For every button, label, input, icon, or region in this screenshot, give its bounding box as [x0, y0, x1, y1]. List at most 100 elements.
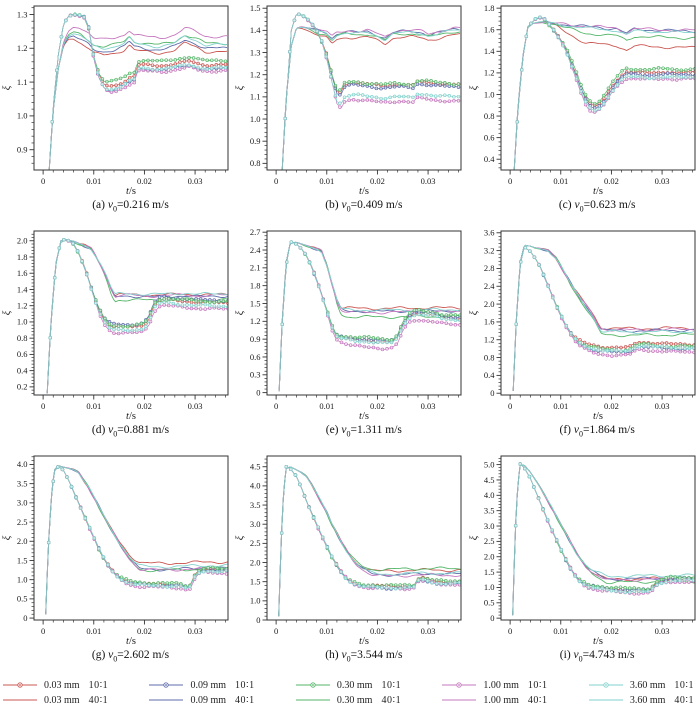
- svg-text:ξ: ξ: [235, 310, 246, 315]
- series-green-40to1: [48, 31, 228, 170]
- svg-text:0: 0: [508, 626, 512, 636]
- series-cyan-40to1: [48, 33, 228, 170]
- svg-text:1.8: 1.8: [484, 3, 495, 13]
- legend-swatch-9: [588, 699, 623, 701]
- legend-size: 1.00 mm: [483, 694, 519, 706]
- y-axis: 0 0.3 0.6 0.9 1.2 1.5 1.8 2.1 2.4 2.7 ξ: [235, 227, 268, 397]
- y-axis: 0.9 1.0 1.1 1.2 1.3 ξ: [2, 7, 34, 164]
- svg-text:0: 0: [257, 615, 261, 625]
- svg-text:0.01: 0.01: [320, 176, 335, 186]
- y-axis: 0.2 0.4 0.6 0.8 1.0 1.2 1.4 1.6 1.8 2.0 ξ: [2, 233, 34, 394]
- y-axis: 0 0.5 1.0 1.5 2.0 2.5 3.0 3.5 4.0 4.5 5.0 ξ: [469, 458, 501, 623]
- legend-entry: 1.00 mm 40∶1: [441, 693, 547, 706]
- svg-text:t/s: t/s: [359, 636, 369, 647]
- svg-text:0.03: 0.03: [188, 401, 203, 411]
- svg-text:1.5: 1.5: [250, 298, 261, 308]
- svg-text:0.5: 0.5: [17, 594, 28, 604]
- plot-frame: [500, 455, 696, 621]
- svg-text:0.03: 0.03: [654, 176, 669, 186]
- svg-text:1.4: 1.4: [250, 25, 261, 35]
- legend-column: 3.60 mm 10∶1 3.60 mm 40∶1: [588, 678, 694, 706]
- svg-text:0.02: 0.02: [370, 626, 385, 636]
- svg-text:t/s: t/s: [126, 186, 136, 197]
- subplot-h: 0 0.01 0.02 0.03 t/s 0 1.0 1.5 2.0 2.5 3.0 3.5 4.0 4.…: [233, 450, 466, 675]
- caption-i: (i) v0=4.743 m/s: [559, 649, 635, 664]
- svg-text:0: 0: [257, 387, 261, 397]
- legend-swatch-5: [295, 699, 330, 701]
- series-magenta-40to1: [48, 26, 227, 170]
- series-blue-40to1: [45, 465, 228, 615]
- series-blue-40to1: [46, 239, 228, 394]
- svg-text:3.6: 3.6: [484, 228, 495, 238]
- legend-size: 1.00 mm: [483, 679, 519, 691]
- legend-size: 3.60 mm: [629, 694, 666, 706]
- chart-c: 0 0.01 0.02 0.03 t/s 0.4 0.6 0.8 1.0 1.2 1.4 1.6 1.8…: [469, 3, 696, 197]
- legend-column: 0.09 mm 10∶1 0.09 mm 40∶1: [148, 678, 254, 706]
- svg-text:4.0: 4.0: [250, 481, 261, 491]
- series-cyan-40to1: [279, 241, 461, 390]
- series-cyan-10to1: [278, 464, 461, 617]
- series-green-10to1: [48, 12, 228, 170]
- svg-text:0.8: 0.8: [17, 333, 28, 343]
- legend-size: 0.30 mm: [336, 694, 373, 706]
- svg-text:3.0: 3.0: [17, 498, 28, 508]
- series-cyan-40to1: [282, 26, 461, 170]
- svg-text:3.5: 3.5: [17, 478, 28, 488]
- series-blue-10to1: [46, 238, 228, 394]
- svg-text:0.03: 0.03: [654, 401, 669, 411]
- legend-entry: 0.30 mm 40∶1: [295, 693, 401, 706]
- legend-swatch-3: [149, 699, 184, 701]
- svg-text:1.2: 1.2: [250, 316, 261, 326]
- svg-text:2.4: 2.4: [484, 281, 495, 291]
- series-green-10to1: [513, 15, 695, 170]
- svg-text:0: 0: [23, 613, 27, 623]
- svg-text:1.2: 1.2: [484, 68, 495, 78]
- plot-frame: [500, 230, 696, 396]
- svg-text:4.5: 4.5: [484, 475, 495, 485]
- plot-frame: [33, 455, 229, 621]
- svg-text:0.9: 0.9: [250, 334, 261, 344]
- svg-text:1.2: 1.2: [17, 300, 28, 310]
- x-axis: 0 0.01 0.02 0.03 t/s: [508, 620, 693, 647]
- subplot-e: 0 0.01 0.02 0.03 t/s 0 0.3 0.6 0.9 1.2 1.5 1.8 2.1 2.…: [233, 225, 466, 450]
- series-cyan-40to1: [278, 466, 461, 617]
- legend-size: 3.60 mm: [629, 679, 666, 691]
- svg-text:ξ: ξ: [2, 535, 13, 540]
- svg-text:t/s: t/s: [593, 411, 603, 422]
- svg-text:0: 0: [274, 401, 278, 411]
- x-axis: 0 0.01 0.02 0.03 t/s: [274, 395, 460, 422]
- series-magenta-10to1: [46, 238, 228, 394]
- svg-text:0.02: 0.02: [370, 176, 385, 186]
- caption-e: (e) v0=1.311 m/s: [325, 424, 402, 439]
- series-magenta-40to1: [282, 26, 461, 170]
- legend-entry: 0.09 mm 10∶1: [148, 678, 254, 692]
- svg-text:1.2: 1.2: [484, 335, 495, 345]
- svg-text:1.4: 1.4: [17, 284, 28, 294]
- series-blue-10to1: [512, 462, 695, 616]
- svg-text:2.7: 2.7: [250, 227, 261, 237]
- svg-text:1.5: 1.5: [484, 567, 495, 577]
- caption-b: (b) v0=0.409 m/s: [325, 199, 403, 214]
- legend-swatch-6: [442, 682, 477, 688]
- svg-text:1.5: 1.5: [250, 3, 261, 13]
- svg-text:1.0: 1.0: [250, 114, 261, 124]
- svg-text:0: 0: [490, 613, 494, 623]
- series-blue-10to1: [45, 465, 228, 615]
- svg-text:1.0: 1.0: [17, 317, 28, 327]
- subplot-c: 0 0.01 0.02 0.03 t/s 0.4 0.6 0.8 1.0 1.2 1.4 1.6 1.8…: [467, 0, 700, 225]
- series-cyan-40to1: [512, 244, 694, 392]
- svg-text:0: 0: [508, 176, 512, 186]
- subplot-b: 0 0.01 0.02 0.03 t/s 0.8 0.9 1.0 1.1 1.2 1.3 1.4 1.5…: [233, 0, 466, 225]
- series-red-40to1: [46, 239, 228, 394]
- chart-f: 0 0.01 0.02 0.03 t/s 0 0.4 0.8 1.2 1.6 2.0 2.4 2.8 3.…: [469, 228, 696, 422]
- series-red-40to1: [282, 27, 461, 170]
- y-axis: 0 1.0 1.5 2.0 2.5 3.0 3.5 4.0 4.5 ξ: [235, 458, 268, 625]
- svg-text:1.1: 1.1: [17, 77, 28, 87]
- svg-text:0.5: 0.5: [484, 598, 495, 608]
- legend-entry: 1.00 mm 10∶1: [441, 678, 547, 692]
- svg-text:0.02: 0.02: [137, 626, 152, 636]
- legend: 0.03 mm 10∶1 0.03 mm 40∶1 0.09 mm 10∶1 0.09…: [0, 675, 700, 706]
- legend-swatch-2: [149, 682, 184, 688]
- subplot-a: 0 0.01 0.02 0.03 t/s 0.9 1.0 1.1 1.2 1.3 ξ (a) v0=…: [0, 0, 233, 225]
